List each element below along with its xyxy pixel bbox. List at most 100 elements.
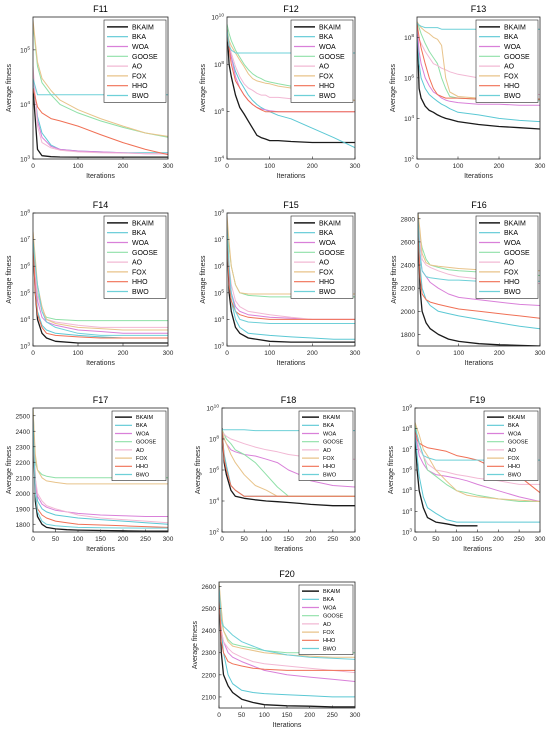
- legend-box: [483, 410, 539, 481]
- series-line-bwo: [219, 586, 355, 660]
- series-group: [219, 582, 355, 708]
- y-tick-label: 108: [214, 209, 224, 218]
- legend-label-goose: GOOSE: [132, 250, 158, 257]
- x-tick-label: 200: [307, 163, 318, 170]
- y-axis-label: Average fitness: [192, 620, 199, 669]
- legend-label-bkaim: BKAIM: [323, 415, 341, 421]
- legend-label-ao: AO: [323, 448, 332, 454]
- legend-label-fox: FOX: [319, 269, 334, 276]
- y-tick-label: 1900: [16, 506, 31, 513]
- legend-label-bwo: BWO: [132, 289, 149, 296]
- plot-frame: [226, 212, 356, 347]
- legend-box: [475, 215, 539, 299]
- legend-label-bka: BKA: [323, 597, 334, 603]
- x-tick-label: 300: [350, 536, 361, 543]
- series-line-bkaim: [222, 428, 355, 507]
- x-tick-label: 100: [261, 536, 272, 543]
- y-axis-label: Average fitness: [390, 63, 397, 112]
- y-tick-label: 2500: [16, 413, 31, 420]
- legend: BKAIM BKA WOA GOOSE AO FOX HHO BWO: [290, 19, 354, 103]
- y-tick-label: 2800: [401, 216, 416, 223]
- series-line-ao: [33, 66, 168, 155]
- legend-label-bka: BKA: [132, 34, 146, 41]
- x-tick-label: 100: [73, 536, 84, 543]
- x-tick-label: 100: [73, 163, 84, 170]
- legend-label-woa: WOA: [136, 431, 149, 437]
- legend-label-woa: WOA: [319, 44, 336, 51]
- x-tick-label: 200: [304, 712, 315, 719]
- chart-panel-f14: F14 0 100 200 300 103 104 105 106 107 108 Iteration…: [6, 200, 174, 367]
- legend-label-bka: BKA: [504, 230, 518, 237]
- chart-panel-f13: F13 0 100 200 300 102 104 106 108 Iterations Avera…: [390, 4, 546, 180]
- y-tick-label: 1010: [206, 404, 219, 413]
- series-line-bka: [417, 23, 540, 123]
- series-line-bkaim: [227, 226, 355, 343]
- legend-label-hho: HHO: [504, 83, 520, 90]
- legend: BKAIM BKA WOA GOOSE AO FOX HHO BWO: [290, 215, 354, 299]
- x-axis-label: Iterations: [273, 722, 302, 729]
- y-tick-label: 2000: [401, 309, 416, 316]
- y-axis-label: Average fitness: [391, 255, 398, 304]
- legend-label-bka: BKA: [508, 423, 519, 429]
- legend-label-hho: HHO: [132, 83, 148, 90]
- legend-label-fox: FOX: [132, 73, 147, 80]
- legend-label-woa: WOA: [319, 240, 336, 247]
- series-line-bkaim: [33, 415, 168, 532]
- y-tick-label: 108: [402, 424, 412, 433]
- series-line-bkaim: [418, 218, 540, 346]
- x-tick-label: 100: [453, 350, 464, 357]
- plot-frame: [226, 16, 356, 160]
- chart-title: F11: [93, 4, 108, 14]
- series-group: [33, 408, 168, 532]
- y-tick-label: 105: [214, 288, 224, 297]
- y-tick-label: 106: [402, 466, 412, 475]
- y-tick-label: 108: [404, 33, 414, 42]
- y-tick-label: 106: [20, 262, 30, 271]
- legend-label-hho: HHO: [508, 464, 521, 470]
- series-line-bkaim: [227, 29, 355, 144]
- y-tick-label: 2000: [16, 491, 31, 498]
- x-axis-label: Iterations: [464, 173, 493, 180]
- legend-label-goose: GOOSE: [323, 614, 344, 620]
- x-tick-label: 300: [163, 350, 174, 357]
- series-line-hho: [227, 29, 355, 113]
- legend-label-bkaim: BKAIM: [319, 220, 341, 227]
- legend-box: [298, 410, 354, 481]
- legend-box: [298, 584, 354, 655]
- y-tick-label: 104: [20, 100, 30, 109]
- y-tick-label: 2100: [16, 475, 31, 482]
- x-tick-label: 0: [415, 163, 419, 170]
- x-axis-label: Iterations: [277, 173, 306, 180]
- series-line-bwo: [33, 415, 168, 529]
- y-tick-label: 107: [214, 235, 224, 244]
- legend-label-hho: HHO: [319, 83, 335, 90]
- chart-panel-f15: F15 0 100 200 300 103 104 105 106 107 108 Iteration…: [200, 200, 361, 367]
- legend-label-bkaim: BKAIM: [504, 220, 526, 227]
- chart-panel-f16: F16 0 100 200 300 1800 2000 2200 2400 2600 2800 Ite…: [391, 200, 546, 367]
- y-tick-label: 2200: [401, 286, 416, 293]
- y-tick-label: 106: [209, 466, 219, 475]
- plot-frame: [417, 212, 541, 347]
- y-tick-label: 105: [20, 45, 30, 54]
- legend-label-ao: AO: [323, 622, 332, 628]
- y-tick-label: 104: [404, 114, 414, 123]
- x-tick-label: 100: [264, 163, 275, 170]
- x-tick-label: 200: [118, 536, 129, 543]
- legend-box: [103, 215, 167, 299]
- legend: BKAIM BKA WOA GOOSE AO FOX HHO BWO: [111, 410, 167, 481]
- y-axis-label: Average fitness: [200, 63, 207, 112]
- chart-title: F18: [281, 395, 297, 405]
- x-tick-label: 150: [472, 536, 483, 543]
- chart-panel-f12: F12 0 100 200 300 104 106 108 1010 Iterations Aver…: [200, 4, 361, 180]
- y-tick-label: 106: [404, 73, 414, 82]
- x-tick-label: 300: [535, 536, 546, 543]
- y-tick-label: 104: [214, 315, 224, 324]
- legend-label-woa: WOA: [504, 44, 521, 51]
- x-tick-label: 200: [494, 163, 505, 170]
- series-line-bka: [418, 218, 540, 330]
- x-tick-label: 200: [305, 536, 316, 543]
- legend-label-woa: WOA: [508, 431, 521, 437]
- y-tick-label: 103: [20, 342, 30, 351]
- legend-label-hho: HHO: [323, 464, 336, 470]
